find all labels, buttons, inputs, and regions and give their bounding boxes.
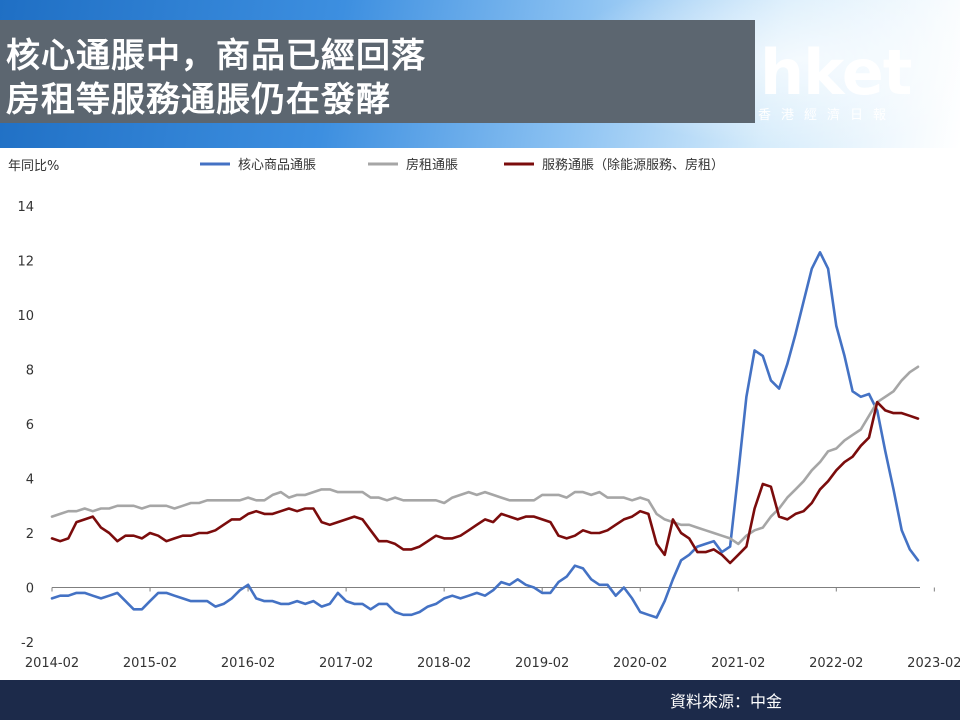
x-tick-label: 2017-02 (319, 656, 373, 671)
y-tick-label: 12 (17, 255, 34, 270)
chart-area: 年同比% -2 0 2 4 6 8 10 12 14 2014-02 2015-02 2016-02 20… (0, 148, 960, 680)
legend-label: 核心商品通脹 (238, 158, 316, 173)
y-tick-label: 4 (26, 473, 34, 488)
hket-logo-subtitle: 香港經濟日報 (758, 108, 897, 123)
legend-label: 房租通脹 (406, 157, 458, 173)
series-line (50, 251, 920, 619)
y-tick-label: 8 (26, 364, 34, 379)
y-tick-label: 0 (26, 582, 34, 597)
hket-logo: hket (760, 36, 912, 109)
y-axis-label: 年同比% (8, 159, 59, 174)
source-note: 資料來源：中金 (670, 692, 783, 711)
series-line (50, 365, 920, 546)
title-line-2: 房租等服務通脹仍在發酵 (6, 80, 391, 120)
line-chart: 年同比% -2 0 2 4 6 8 10 12 14 2014-02 2015-02 2016-02 20… (8, 157, 960, 671)
title-line-1: 核心通脹中，商品已經回落 (6, 36, 426, 76)
header-banner: 核心通脹中，商品已經回落 房租等服務通脹仍在發酵 hket 香港經濟日報 (0, 0, 960, 148)
y-tick-label: 6 (26, 418, 34, 433)
x-tick-label: 2019-02 (515, 656, 569, 671)
x-tick-label: 2016-02 (221, 656, 275, 671)
x-tick-label: 2018-02 (417, 656, 471, 671)
y-tick-label: 2 (26, 527, 34, 542)
x-tick-label: 2022-02 (809, 656, 863, 671)
legend-label: 服務通脹（除能源服務、房租） (542, 157, 724, 173)
x-tick-label: 2020-02 (613, 656, 667, 671)
footer-bar (0, 680, 960, 720)
x-tick-label: 2021-02 (711, 656, 765, 671)
x-tick-label: 2023-02 (907, 656, 960, 671)
y-tick-label: 10 (17, 309, 34, 324)
title-box: 核心通脹中，商品已經回落 房租等服務通脹仍在發酵 (0, 20, 755, 123)
y-tick-label: -2 (21, 636, 34, 651)
x-tick-label: 2015-02 (123, 656, 177, 671)
x-tick-label: 2014-02 (25, 656, 79, 671)
y-tick-label: 14 (17, 200, 34, 215)
series-line (50, 400, 920, 565)
